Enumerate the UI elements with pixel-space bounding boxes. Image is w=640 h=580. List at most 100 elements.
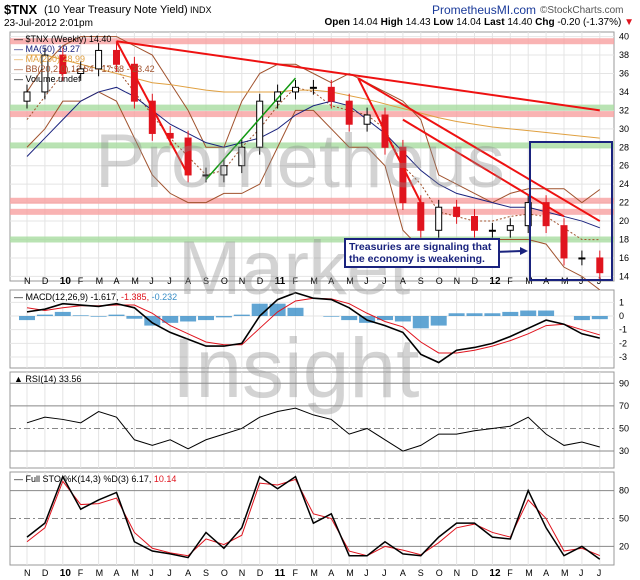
x-tick-label: F xyxy=(507,568,513,578)
candle-body xyxy=(309,86,317,89)
candle-body xyxy=(95,49,103,70)
x-tick-label: J xyxy=(382,276,387,286)
x-tick-label: M xyxy=(310,568,318,578)
candle-body xyxy=(399,146,407,204)
x-tick-label: N xyxy=(24,568,31,578)
x-tick-label: J xyxy=(167,568,172,578)
y-tick-label: 50 xyxy=(619,423,629,433)
x-tick-label: J xyxy=(364,568,369,578)
x-tick-label: J xyxy=(149,568,154,578)
x-tick-label: J xyxy=(149,276,154,286)
x-tick-label: J xyxy=(364,276,369,286)
x-tick-label: 12 xyxy=(489,276,501,287)
y-tick-label: 34 xyxy=(619,87,629,97)
y-tick-label: 80 xyxy=(619,486,629,496)
candle-body xyxy=(238,146,246,167)
macd-histogram-bar xyxy=(19,316,35,321)
price-legend-item: — MA(200) 28.99 xyxy=(14,54,85,64)
x-tick-label: J xyxy=(382,568,387,578)
pane-frame-0 xyxy=(9,31,615,282)
x-tick-label: D xyxy=(42,276,49,286)
x-tick-label: J xyxy=(597,568,602,578)
y-tick-label: 36 xyxy=(619,69,629,79)
y-tick-label: 20 xyxy=(619,541,629,551)
sto-legend: — Full STO %K(14,3) %D(3) 6.17, 10.14 xyxy=(14,474,176,484)
macd-histogram-bar xyxy=(520,310,537,316)
macd-histogram-bar xyxy=(90,316,107,317)
x-tick-label: D xyxy=(472,276,479,286)
x-tick-label: J xyxy=(579,568,584,578)
macd-histogram-bar xyxy=(233,314,250,316)
x-tick-label: 12 xyxy=(489,568,501,579)
price-legend-item-part: — BB(20,2.0) 12.54 - 17.98 - 23.42 xyxy=(14,64,155,74)
candle-body xyxy=(130,63,138,102)
macd-histogram-bar xyxy=(394,316,411,322)
rsi-legend: ▲ RSI(14) 33.56 xyxy=(14,374,81,384)
brand-link[interactable]: PrometheusMI.com xyxy=(432,3,537,17)
macd-legend-part: -1.385, xyxy=(121,292,152,302)
stockcharts-credit: ©StockCharts.com xyxy=(540,5,624,16)
pane-frame-2 xyxy=(9,371,615,469)
macd-histogram-bar xyxy=(287,307,304,316)
bb-upper-line xyxy=(26,36,601,204)
sto-legend-part: — Full STO %K(14,3) %D(3) 6.17, xyxy=(14,474,154,484)
quote-bar: Open 14.04 High 14.43 Low 14.04 Last 14.… xyxy=(324,17,634,28)
y-tick-label: 38 xyxy=(619,50,629,60)
x-tick-label: A xyxy=(185,568,191,578)
candle-body xyxy=(327,86,335,102)
y-tick-label: -2 xyxy=(619,338,627,348)
arrow-head-icon xyxy=(520,247,528,255)
bb-middle-line xyxy=(26,63,600,241)
macd-histogram-bar xyxy=(215,316,232,318)
candle-body xyxy=(578,257,586,260)
x-tick-label: F xyxy=(507,276,513,286)
trendline-red xyxy=(115,40,189,176)
low-value: 14.04 xyxy=(456,17,482,28)
macd-legend: — MACD(12,26,9) -1.617, -1.385, -0.232 xyxy=(14,292,177,302)
y-tick-label: 90 xyxy=(619,378,629,388)
macd-histogram-bar xyxy=(54,311,71,316)
macd-histogram-bar xyxy=(430,316,447,326)
y-tick-label: 18 xyxy=(619,235,629,245)
y-tick-label: 32 xyxy=(619,105,629,115)
x-tick-label: N xyxy=(454,276,461,286)
macd-histogram-bar xyxy=(126,316,143,319)
y-tick-label: 50 xyxy=(619,514,629,524)
price-legend-item: — $TNX (Weekly) 14.40 xyxy=(14,34,111,44)
support-band xyxy=(10,142,614,149)
rsi-line xyxy=(26,407,600,452)
low-label: Low xyxy=(433,17,454,28)
macd-histogram-bar xyxy=(466,313,483,316)
y-tick-label: 16 xyxy=(619,253,629,263)
x-tick-label: A xyxy=(400,568,406,578)
chg-value: -0.20 (-1.37%) xyxy=(557,17,622,28)
macd-histogram-bar xyxy=(591,316,608,320)
y-tick-label: 40 xyxy=(619,32,629,42)
macd-legend-part: — MACD(12,26,9) -1.617, xyxy=(14,292,121,302)
y-tick-label: -3 xyxy=(619,352,627,362)
y-tick-label: 26 xyxy=(619,161,629,171)
x-tick-label: O xyxy=(436,568,443,578)
price-legend-item-part: — MA(200) 28.99 xyxy=(14,54,85,64)
down-arrow-icon: ▼ xyxy=(624,17,634,28)
y-tick-label: 70 xyxy=(619,401,629,411)
macd-histogram-bar xyxy=(72,315,89,316)
candle-body xyxy=(23,91,31,102)
price-legend-item-part: — MA(50) 19.27 xyxy=(14,44,80,54)
trendline-green xyxy=(205,77,297,181)
candle-body xyxy=(148,100,156,134)
x-tick-label: S xyxy=(418,276,424,286)
support-band xyxy=(10,236,614,243)
x-tick-label: O xyxy=(436,276,443,286)
resistance-band xyxy=(10,197,614,204)
y-tick-label: -1 xyxy=(619,325,627,335)
x-tick-label: M xyxy=(525,568,533,578)
x-tick-label: N xyxy=(24,276,31,286)
candle-body xyxy=(202,174,210,177)
x-tick-label: M xyxy=(525,276,533,286)
candle-body xyxy=(292,86,299,93)
x-tick-label: M xyxy=(310,276,318,286)
y-tick-label: 20 xyxy=(619,216,629,226)
candle-body xyxy=(524,202,532,227)
trendline-red xyxy=(357,77,601,222)
